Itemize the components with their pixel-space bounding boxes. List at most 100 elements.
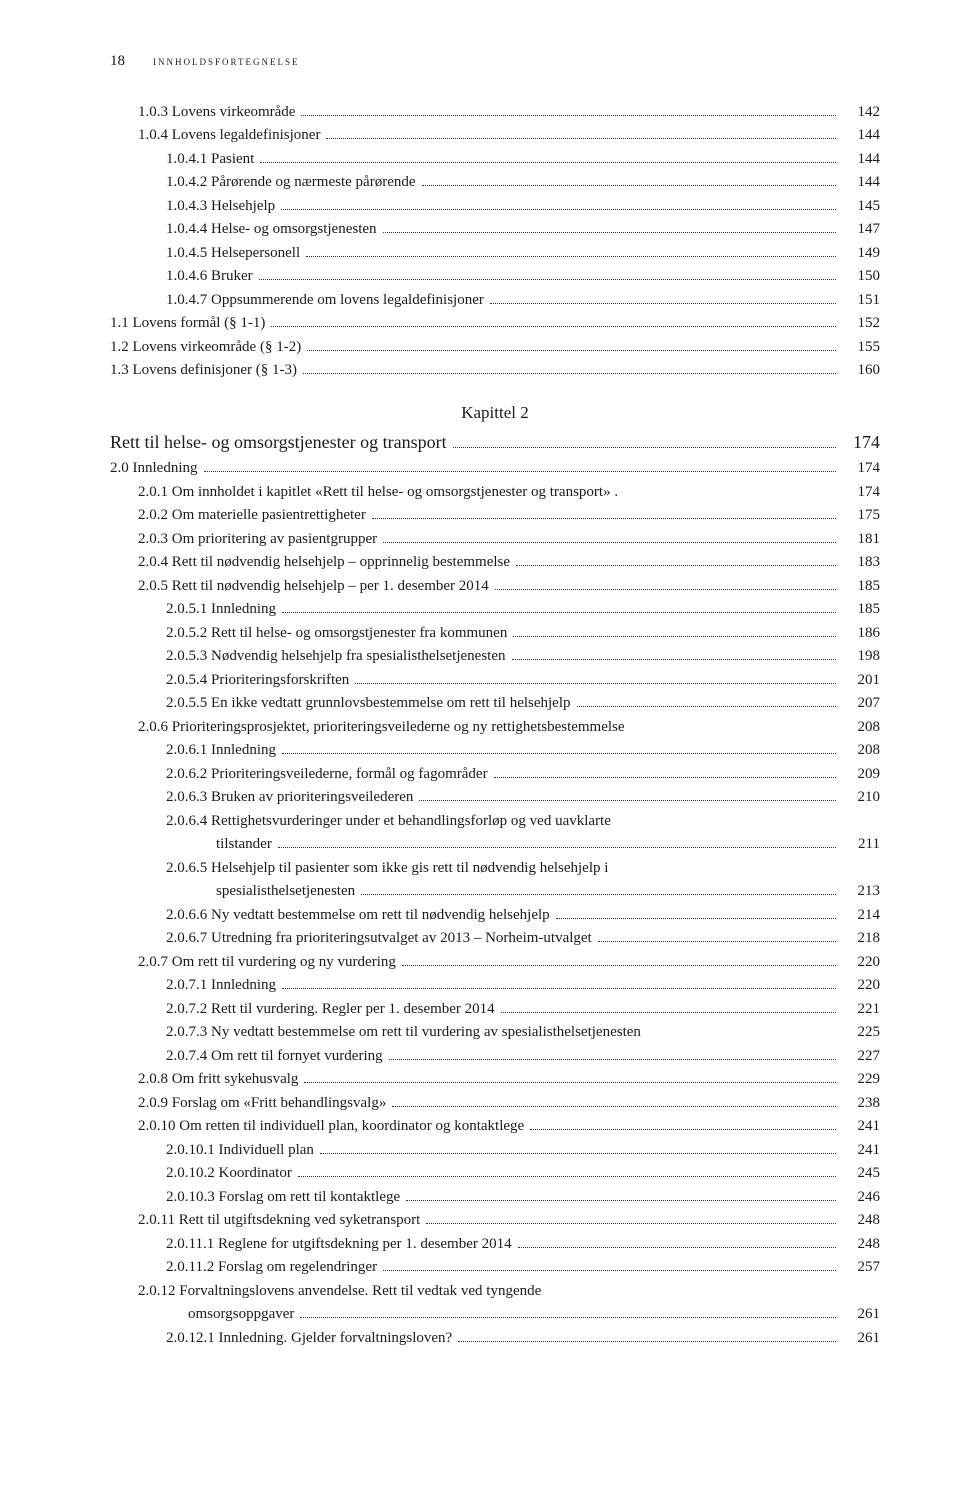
toc-dots (389, 1059, 836, 1060)
toc-page: 245 (842, 1162, 880, 1185)
toc-dots (453, 447, 836, 448)
toc-entry: 1.3 Lovens definisjoner (§ 1-3)160 (110, 359, 880, 382)
toc-entry: 2.0.5.3 Nødvendig helsehjelp fra spesial… (110, 645, 880, 668)
toc-label: 2.0.6.2 Prioriteringsveilederne, formål … (166, 763, 488, 786)
toc-dots (419, 800, 836, 801)
toc-page: 160 (842, 359, 880, 382)
toc-label: 2.0.3 Om prioritering av pasientgrupper (138, 528, 377, 551)
toc-label: 2.0.7.1 Innledning (166, 974, 276, 997)
toc-dots (320, 1153, 836, 1154)
toc-label: 2.0.10.3 Forslag om rett til kontaktlege (166, 1186, 400, 1209)
toc-page: 201 (842, 669, 880, 692)
toc-label: 1.0.4.3 Helsehjelp (166, 195, 275, 218)
toc-entry: 2.0.5 Rett til nødvendig helsehjelp – pe… (110, 575, 880, 598)
toc-dots (383, 542, 836, 543)
toc-label: 2.0.10.2 Koordinator (166, 1162, 292, 1185)
toc-page: 155 (842, 336, 880, 359)
toc-page: 225 (842, 1021, 880, 1044)
toc-label: 2.0.6.5 Helsehjelp til pasienter som ikk… (166, 857, 608, 880)
toc-entry: 2.0.6.7 Utredning fra prioriteringsutval… (110, 927, 880, 950)
toc-entry: 2.0.4 Rett til nødvendig helsehjelp – op… (110, 551, 880, 574)
toc-page: 174 (842, 429, 880, 456)
toc-label: 1.1 Lovens formål (§ 1-1) (110, 312, 265, 335)
toc-label: 1.0.3 Lovens virkeområde (138, 101, 295, 124)
toc-entry: 2.0.12 Forvaltningslovens anvendelse. Re… (110, 1280, 880, 1303)
toc-page: 174 (842, 481, 880, 504)
page-number: 18 (110, 50, 125, 73)
toc-label: omsorgsoppgaver (188, 1303, 294, 1326)
toc-page: 151 (842, 289, 880, 312)
toc-label: 1.0.4.1 Pasient (166, 148, 254, 171)
toc-dots (306, 256, 836, 257)
toc-entry: 2.0.7 Om rett til vurdering og ny vurder… (110, 951, 880, 974)
toc-page: 214 (842, 904, 880, 927)
toc-entry-wrap: spesialisthelsetjenesten213 (110, 880, 880, 903)
toc-label: 1.0.4.4 Helse- og omsorgstjenesten (166, 218, 377, 241)
toc-page: 246 (842, 1186, 880, 1209)
toc-label: 2.0.1 Om innholdet i kapitlet «Rett til … (138, 481, 618, 504)
toc-dots (259, 279, 836, 280)
toc-dots (355, 683, 836, 684)
toc-page: 207 (842, 692, 880, 715)
toc-label: 1.0.4.2 Pårørende og nærmeste pårørende (166, 171, 416, 194)
toc-entry: 1.0.4.5 Helsepersonell149 (110, 242, 880, 265)
toc-label: 2.0.10.1 Individuell plan (166, 1139, 314, 1162)
toc-dots (518, 1247, 836, 1248)
toc-label: 2.0.5.3 Nødvendig helsehjelp fra spesial… (166, 645, 506, 668)
toc-page: 218 (842, 927, 880, 950)
header-title: innholdsfortegnelse (153, 51, 299, 71)
toc-page: 185 (842, 598, 880, 621)
toc-label: 2.0.6.4 Rettighetsvurderinger under et b… (166, 810, 611, 833)
toc-label: spesialisthelsetjenesten (216, 880, 355, 903)
toc-entry: 2.0.7.3 Ny vedtatt bestemmelse om rett t… (110, 1021, 880, 1044)
toc-dots (406, 1200, 836, 1201)
toc-entry: 2.0.7.1 Innledning220 (110, 974, 880, 997)
toc-label: 1.0.4.6 Bruker (166, 265, 253, 288)
toc-page: 183 (842, 551, 880, 574)
toc-entry: 2.0.12.1 Innledning. Gjelder forvaltning… (110, 1327, 880, 1350)
toc-page: 238 (842, 1092, 880, 1115)
page-header: 18 innholdsfortegnelse (110, 50, 880, 73)
toc-page: 144 (842, 171, 880, 194)
toc-label: 2.0.7.3 Ny vedtatt bestemmelse om rett t… (166, 1021, 641, 1044)
toc-entry: 2.0.6 Prioriteringsprosjektet, prioriter… (110, 716, 880, 739)
toc-label: 1.2 Lovens virkeområde (§ 1-2) (110, 336, 301, 359)
toc-label: 2.0.12 Forvaltningslovens anvendelse. Re… (138, 1280, 541, 1303)
toc-label: 2.0.5.5 En ikke vedtatt grunnlovsbestemm… (166, 692, 571, 715)
toc-entry: 1.0.4.6 Bruker150 (110, 265, 880, 288)
toc-label: 2.0.11.2 Forslag om regelendringer (166, 1256, 377, 1279)
toc-label: 2.0.7.2 Rett til vurdering. Regler per 1… (166, 998, 495, 1021)
toc-label: 2.0.8 Om fritt sykehusvalg (138, 1068, 298, 1091)
toc-dots (490, 303, 836, 304)
toc-dots (307, 350, 836, 351)
toc-entry: 2.0.1 Om innholdet i kapitlet «Rett til … (110, 481, 880, 504)
toc-label: 2.0.7.4 Om rett til fornyet vurdering (166, 1045, 383, 1068)
toc-page: 229 (842, 1068, 880, 1091)
toc-dots (281, 209, 836, 210)
toc-page: 209 (842, 763, 880, 786)
toc-label: 2.0.6.6 Ny vedtatt bestemmelse om rett t… (166, 904, 550, 927)
toc-entry: 2.0 Innledning174 (110, 457, 880, 480)
toc-page: 261 (842, 1327, 880, 1350)
toc-entry: 1.2 Lovens virkeområde (§ 1-2) 155 (110, 336, 880, 359)
toc-page: 142 (842, 101, 880, 124)
toc-page: 185 (842, 575, 880, 598)
toc-entry: 2.0.5.5 En ikke vedtatt grunnlovsbestemm… (110, 692, 880, 715)
toc-entry-wrap: omsorgsoppgaver261 (110, 1303, 880, 1326)
toc-dots (282, 753, 836, 754)
toc-label: 2.0.11.1 Reglene for utgiftsdekning per … (166, 1233, 512, 1256)
toc-dots (458, 1341, 836, 1342)
toc-dots (301, 115, 836, 116)
toc-label: 2.0 Innledning (110, 457, 198, 480)
toc-page: 147 (842, 218, 880, 241)
toc-page: 198 (842, 645, 880, 668)
toc-label: 2.0.5.2 Rett til helse- og omsorgstjenes… (166, 622, 507, 645)
toc-page: 241 (842, 1115, 880, 1138)
toc-entry: 2.0.5.2 Rett til helse- og omsorgstjenes… (110, 622, 880, 645)
toc-entry: 2.0.9 Forslag om «Fritt behandlingsvalg»… (110, 1092, 880, 1115)
toc-dots (513, 636, 836, 637)
toc-page: 208 (842, 716, 880, 739)
toc-dots (383, 1270, 836, 1271)
toc-entry: 2.0.5.4 Prioriteringsforskriften201 (110, 669, 880, 692)
toc-dots (300, 1317, 836, 1318)
